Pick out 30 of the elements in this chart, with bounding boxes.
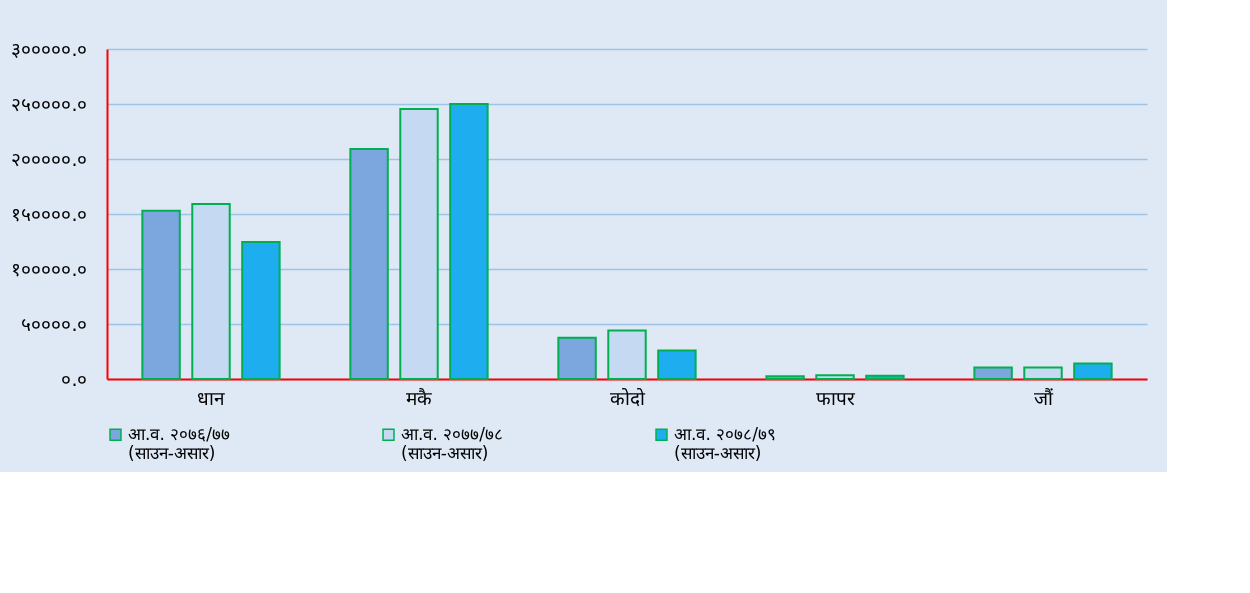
- bar: [449, 103, 489, 380]
- bar: [191, 203, 231, 380]
- bar: [815, 374, 855, 380]
- legend-label: आ.व. २०७७/७८ (साउन-असार): [401, 423, 503, 463]
- bar: [399, 107, 439, 380]
- bar: [349, 148, 389, 380]
- bar: [1073, 362, 1113, 380]
- y-tick-label: १५००००.०: [11, 202, 88, 225]
- y-tick-label: ०.०: [61, 367, 88, 390]
- bar: [865, 374, 905, 380]
- bar: [657, 349, 697, 380]
- bar: [607, 329, 647, 380]
- y-tick-label: २०००००.०: [11, 147, 88, 170]
- y-tick-label: ३०००००.०: [11, 37, 88, 60]
- bar: [1023, 366, 1063, 380]
- bar: [765, 375, 805, 380]
- legend-label: आ.व. २०७८/७९ (साउन-असार): [674, 423, 776, 463]
- bar: [973, 366, 1013, 380]
- x-tick-label: जौं: [1033, 386, 1054, 409]
- legend-label: आ.व. २०७६/७७ (साउन-असार): [128, 423, 230, 463]
- x-tick-label: धान: [197, 386, 225, 409]
- bar: [141, 209, 181, 380]
- bar: [557, 336, 597, 380]
- y-tick-label: ५००००.०: [21, 312, 88, 335]
- x-tick-label: मकै: [406, 386, 432, 409]
- x-tick-label: फापर: [815, 386, 856, 409]
- y-tick-label: २५००००.०: [11, 92, 88, 115]
- x-tick-label: कोदो: [609, 386, 646, 409]
- y-tick-label: १०००००.०: [11, 257, 88, 280]
- bar: [241, 241, 281, 380]
